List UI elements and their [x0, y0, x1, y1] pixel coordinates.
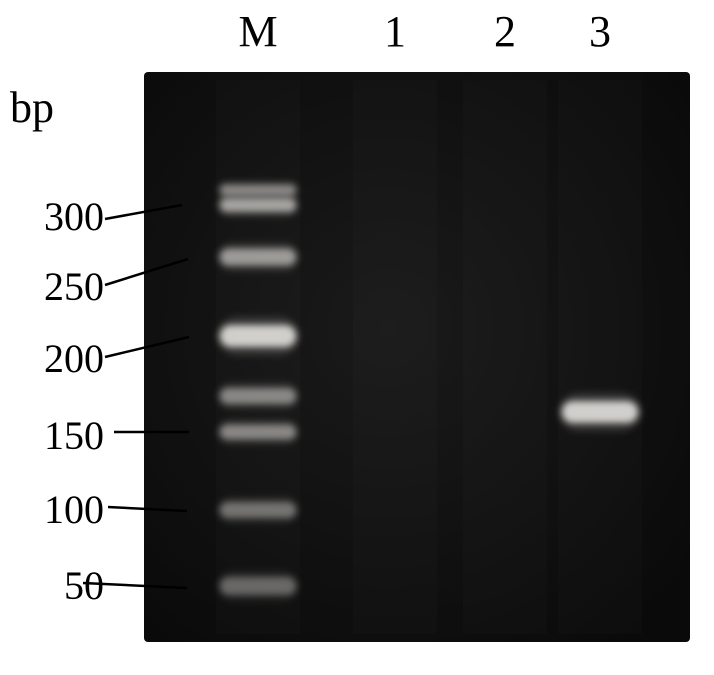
gel-figure [0, 0, 714, 675]
ladder-size-label: 50 [64, 562, 104, 609]
lane-header-2: 2 [494, 6, 516, 57]
unit-label: bp [10, 82, 54, 133]
lane-header-3: 3 [589, 6, 611, 57]
ladder-size-label: 200 [44, 335, 104, 382]
ladder-size-label: 250 [44, 263, 104, 310]
ladder-size-label: 300 [44, 193, 104, 240]
lane-header-m: M [238, 6, 277, 57]
ladder-size-label: 100 [44, 486, 104, 533]
lane-header-1: 1 [384, 6, 406, 57]
ladder-size-label: 150 [44, 412, 104, 459]
